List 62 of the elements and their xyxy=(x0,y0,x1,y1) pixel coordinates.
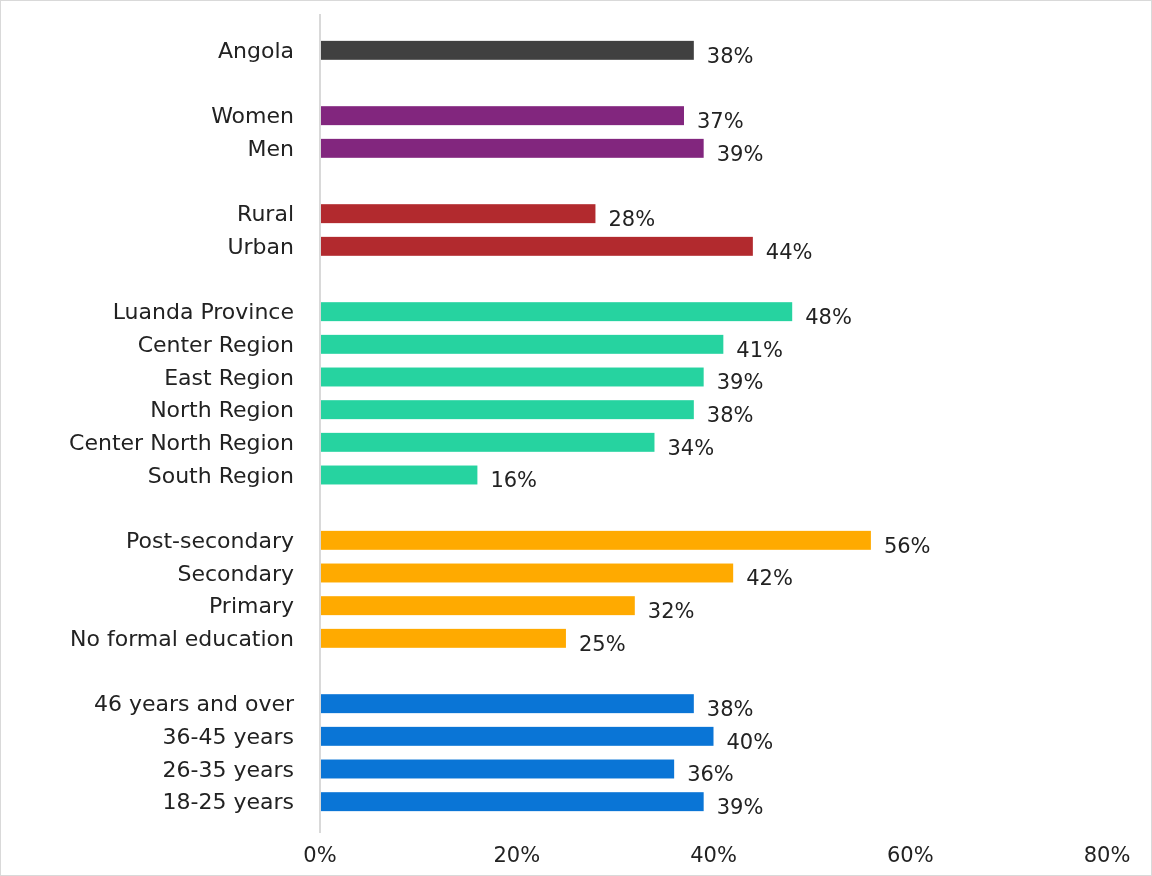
data-label: 39% xyxy=(716,795,764,820)
x-tick-label: 80% xyxy=(1083,843,1131,868)
y-tick-label: Center North Region xyxy=(69,430,294,456)
data-label: 28% xyxy=(608,207,656,232)
y-tick-label: South Region xyxy=(147,462,294,488)
x-tick-label: 20% xyxy=(493,843,541,868)
y-tick-label: Angola xyxy=(217,38,294,64)
data-label: 56% xyxy=(883,533,931,558)
y-tick-label: Men xyxy=(247,136,294,162)
bar xyxy=(320,106,684,126)
y-tick-label: Urban xyxy=(227,234,294,260)
data-label: 32% xyxy=(647,599,695,624)
y-tick-label: Primary xyxy=(208,593,294,619)
data-label: 48% xyxy=(805,305,852,330)
bar xyxy=(320,694,694,714)
bar xyxy=(320,759,675,779)
data-label: 44% xyxy=(765,239,813,264)
data-label: 16% xyxy=(490,468,538,493)
data-label: 40% xyxy=(726,729,774,754)
data-label: 39% xyxy=(716,141,764,166)
bar xyxy=(320,138,704,158)
x-tick-label: 40% xyxy=(690,843,737,868)
y-tick-label: Rural xyxy=(237,201,294,227)
bar xyxy=(320,302,793,322)
bar xyxy=(320,792,704,812)
data-label: 25% xyxy=(578,631,626,656)
y-tick-label: Post-secondary xyxy=(126,528,294,554)
bar xyxy=(320,596,635,616)
data-label: 41% xyxy=(736,337,784,362)
data-label: 37% xyxy=(696,109,744,134)
data-label: 34% xyxy=(667,435,715,460)
y-tick-label: 46 years and over xyxy=(94,691,295,717)
data-label: 38% xyxy=(706,697,754,722)
y-tick-label: Center Region xyxy=(137,332,294,358)
bar xyxy=(320,465,478,485)
data-label: 39% xyxy=(716,370,764,395)
bar xyxy=(320,530,871,550)
bar xyxy=(320,432,655,452)
x-tick-label: 0% xyxy=(303,843,337,868)
bar xyxy=(320,628,566,648)
bar xyxy=(320,204,596,224)
y-tick-label: Secondary xyxy=(177,560,294,586)
y-tick-label: North Region xyxy=(150,397,294,423)
bar xyxy=(320,367,704,387)
data-label: 38% xyxy=(706,43,754,68)
bar xyxy=(320,40,694,60)
y-tick-label: 26-35 years xyxy=(162,756,294,782)
bar xyxy=(320,334,724,354)
bar xyxy=(320,563,734,583)
y-tick-label: 36-45 years xyxy=(162,724,294,750)
data-label: 36% xyxy=(687,762,734,787)
bar xyxy=(320,236,753,256)
y-tick-label: East Region xyxy=(164,364,294,390)
bar xyxy=(320,726,714,746)
data-label: 42% xyxy=(746,566,793,591)
y-tick-label: Women xyxy=(211,103,294,129)
data-label: 38% xyxy=(706,403,754,428)
bar xyxy=(320,400,694,420)
y-tick-label: Luanda Province xyxy=(112,299,294,325)
x-tick-label: 60% xyxy=(886,843,934,868)
y-tick-label: 18-25 years xyxy=(162,789,294,815)
y-tick-label: No formal education xyxy=(70,626,294,652)
